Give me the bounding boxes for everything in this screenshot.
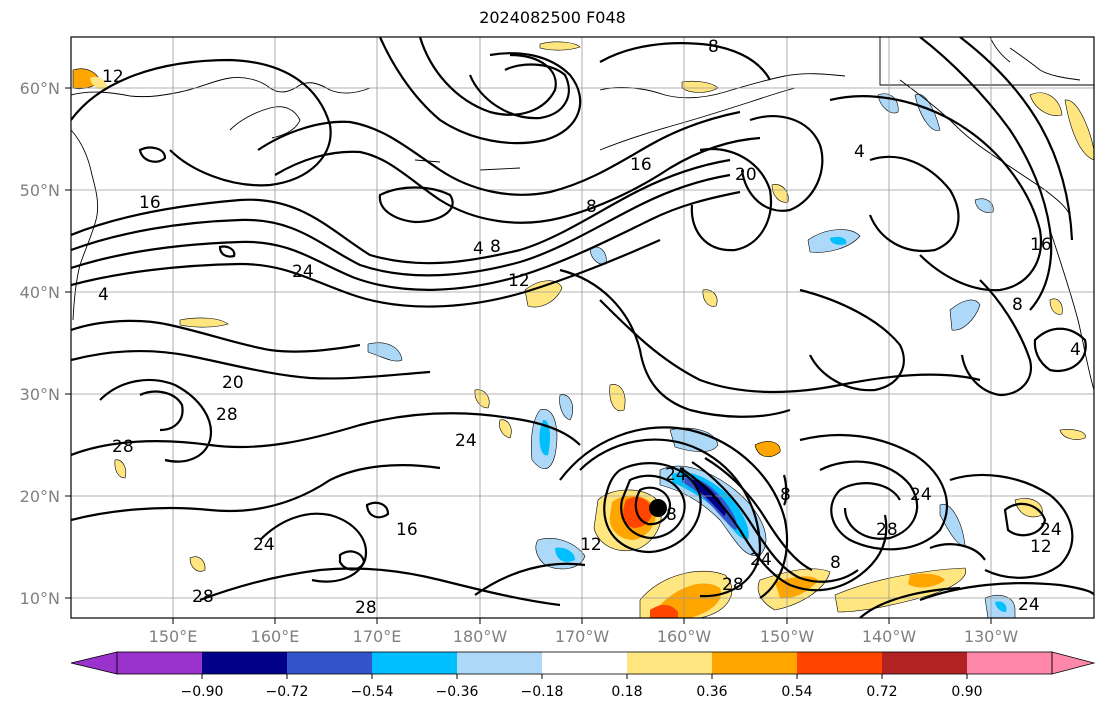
contour-label: 8 [490,237,501,257]
contour-label: 12 [1030,537,1052,557]
contour-label: 4 [473,239,484,259]
contour-label: 12 [102,67,124,87]
contour-label: 28 [216,405,238,425]
lon-tick-label: 140°W [862,627,917,646]
contour-label: 8 [830,553,841,573]
contour-label: 20 [222,373,244,393]
map-area: 12 8 16 4 8 16 20 24 4 8 12 16 4 8 20 28… [71,37,1094,618]
lat-tick-label: 40°N [20,283,60,302]
latitude-axis: 60°N 50°N 40°N 30°N 20°N 10°N [20,79,71,608]
contour-label: 8 [666,505,677,525]
contour-label: 24 [1018,595,1040,615]
colorbar-tick-label: −0.72 [266,684,309,700]
colorbar-segment [967,652,1052,674]
contour-label: 16 [630,155,652,175]
colorbar-segment [457,652,542,674]
lon-tick-label: 170°W [555,627,610,646]
colorbar-segment [542,652,627,674]
colorbar-segment [797,652,882,674]
contour-label: 24 [253,535,275,555]
colorbar-tick-label: 0.36 [696,684,727,700]
lon-tick-label: 160°E [251,627,300,646]
contour-label: 24 [910,485,932,505]
contour-label: 4 [854,142,865,162]
longitude-axis: 150°E 160°E 170°E 180°W 170°W 160°W 150°… [149,618,1019,646]
colorbar-segment [287,652,372,674]
contour-label: 28 [355,598,377,618]
contour-label: 8 [780,485,791,505]
contour-label: 24 [292,262,314,282]
colorbar-extend-min [70,651,118,675]
colorbar-tick-label: 0.54 [781,684,812,700]
contour-label: 28 [876,520,898,540]
lon-tick-label: 160°W [657,627,712,646]
colorbar-tick-label: −0.36 [436,684,479,700]
lat-tick-label: 20°N [20,487,60,506]
colorbar: −0.90 −0.72 −0.54 −0.36 −0.18 0.18 0.36 … [70,651,1096,700]
colorbar-segment [627,652,712,674]
colorbar-segment [712,652,797,674]
shading-layer [72,41,1094,618]
colorbar-tick-label: −0.90 [181,684,224,700]
lon-tick-label: 130°W [964,627,1019,646]
map-title: 2024082500 F048 [479,8,626,27]
contour-label: 16 [396,520,418,540]
lat-tick-label: 30°N [20,385,60,404]
colorbar-segment [117,652,202,674]
contour-label: 28 [112,437,134,457]
contour-labels: 12 8 16 4 8 16 20 24 4 8 12 16 4 8 20 28… [98,37,1081,618]
contour-label: 24 [750,550,772,570]
contour-label: 24 [455,431,477,451]
contour-label: 4 [98,285,109,305]
colorbar-tick-label: −0.54 [351,684,394,700]
lon-tick-label: 150°E [149,627,198,646]
contour-label: 16 [1030,235,1052,255]
contour-label: 28 [192,587,214,607]
contour-label: 28 [722,575,744,595]
contour-label: 24 [665,465,687,485]
contour-label: 4 [1070,340,1081,360]
colorbar-tick-label: 0.72 [866,684,897,700]
contour-label: 8 [1012,295,1023,315]
lat-tick-label: 10°N [20,589,60,608]
colorbar-segment [882,652,967,674]
lon-tick-label: 180°W [453,627,508,646]
contour-label: 20 [735,165,757,185]
contour-label: 24 [1040,520,1062,540]
colorbar-segment [372,652,457,674]
gridlines [71,37,1094,618]
lat-tick-label: 60°N [20,79,60,98]
colorbar-tick-label: 0.18 [611,684,642,700]
contour-label: 12 [580,535,602,555]
lon-tick-label: 170°E [353,627,402,646]
lat-tick-label: 50°N [20,181,60,200]
storm-center-marker [649,499,667,517]
colorbar-segment [202,652,287,674]
contour-label: 12 [508,271,530,291]
contour-label: 16 [139,193,161,213]
colorbar-tick-label: 0.90 [951,684,982,700]
lon-tick-label: 150°W [760,627,815,646]
colorbar-tick-label: −0.18 [521,684,564,700]
contour-lines [71,37,1094,618]
contour-label: 8 [586,197,597,217]
contour-label: 8 [708,37,719,57]
colorbar-extend-max [1051,651,1096,675]
